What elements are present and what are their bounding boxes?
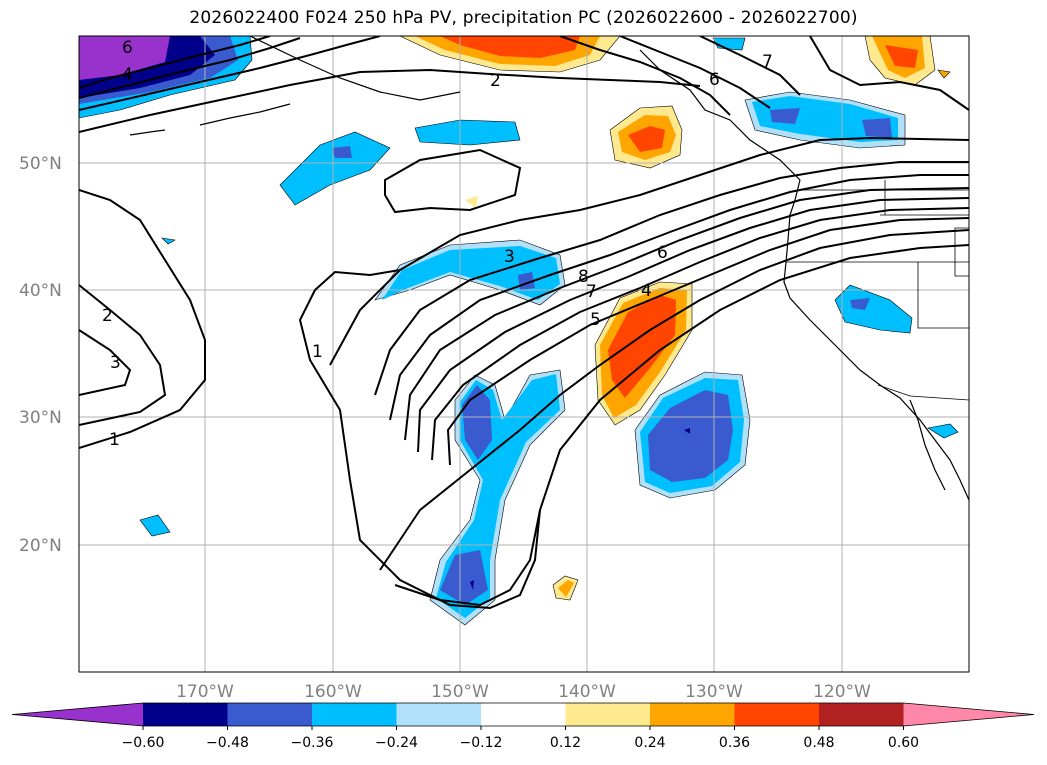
lon-label-120: 120°W	[813, 682, 871, 702]
contour-label: 4	[122, 65, 133, 85]
contour-label: 6	[709, 70, 720, 90]
pv-contours	[79, 36, 969, 610]
contour-label: 3	[110, 353, 121, 373]
map-frame	[78, 35, 970, 673]
colorbar-tick-label: −0.12	[460, 735, 503, 751]
contour-label: 3	[504, 247, 515, 267]
contour-label: 6	[122, 38, 133, 58]
map-area: 6 4 2 2 3 1 1 3 8 7 6 5 4 6 7	[79, 36, 969, 672]
lat-label-50: 50°N	[19, 154, 62, 174]
colorbar-extend-high	[903, 703, 1034, 726]
colorbar-tick-label: 0.60	[888, 735, 919, 751]
colorbar-tick-label: 0.48	[803, 735, 834, 751]
contour-label: 1	[109, 430, 120, 450]
colorbar-bin	[227, 703, 312, 726]
lat-axis: 50°N 40°N 30°N 20°N	[19, 154, 62, 556]
colorbar-tick-label: −0.60	[122, 735, 165, 751]
colorbar-extend-low	[12, 703, 143, 726]
colorbar-bin	[734, 703, 819, 726]
lon-axis: 170°W 160°W 150°W 140°W 130°W 120°W	[176, 682, 871, 702]
colorbar-bin	[396, 703, 481, 726]
colorbar-tick-label: −0.36	[291, 735, 334, 751]
lon-label-150: 150°W	[431, 682, 489, 702]
coastlines	[129, 36, 969, 501]
lon-label-140: 140°W	[558, 682, 616, 702]
colorbar-tick-label: 0.12	[550, 735, 581, 751]
contour-label: 4	[641, 281, 652, 301]
contour-labels: 6 4 2 2 3 1 1 3 8 7 6 5 4 6 7	[102, 38, 773, 450]
colorbar-bin	[481, 703, 566, 726]
contour-label: 8	[578, 267, 589, 287]
colorbar-bin	[143, 703, 228, 726]
map-title: 2026022400 F024 250 hPa PV, precipitatio…	[189, 8, 858, 28]
contour-label: 7	[762, 52, 773, 72]
lat-label-40: 40°N	[19, 281, 62, 301]
colorbar-bin	[650, 703, 735, 726]
neg-anomaly-nw-purple	[79, 36, 170, 80]
lon-label-130: 130°W	[685, 682, 743, 702]
colorbar-tick-label: 0.24	[634, 735, 665, 751]
lat-label-20: 20°N	[19, 536, 62, 556]
colorbar-bin	[312, 703, 397, 726]
colorbar-tick-label: −0.48	[206, 735, 249, 751]
contour-label: 2	[102, 306, 113, 326]
colorbar-bin	[819, 703, 904, 726]
contour-label: 6	[657, 243, 668, 263]
contour-label: 1	[312, 342, 323, 362]
contour-label: 7	[586, 282, 597, 302]
precip-shading	[79, 36, 959, 626]
contour-label: 2	[490, 71, 501, 91]
colorbar-bin	[565, 703, 650, 726]
graticule	[79, 36, 969, 672]
colorbar-tick-label: 0.36	[719, 735, 750, 751]
lon-label-170: 170°W	[176, 682, 234, 702]
contour-label: 5	[590, 310, 601, 330]
colorbar	[11, 702, 1035, 727]
colorbar-ticks: −0.60 −0.48 −0.36 −0.24 −0.12 0.12 0.24 0.36 0.4…	[122, 726, 919, 751]
lon-label-160: 160°W	[304, 682, 362, 702]
lat-label-30: 30°N	[19, 408, 62, 428]
colorbar-tick-label: −0.24	[375, 735, 418, 751]
